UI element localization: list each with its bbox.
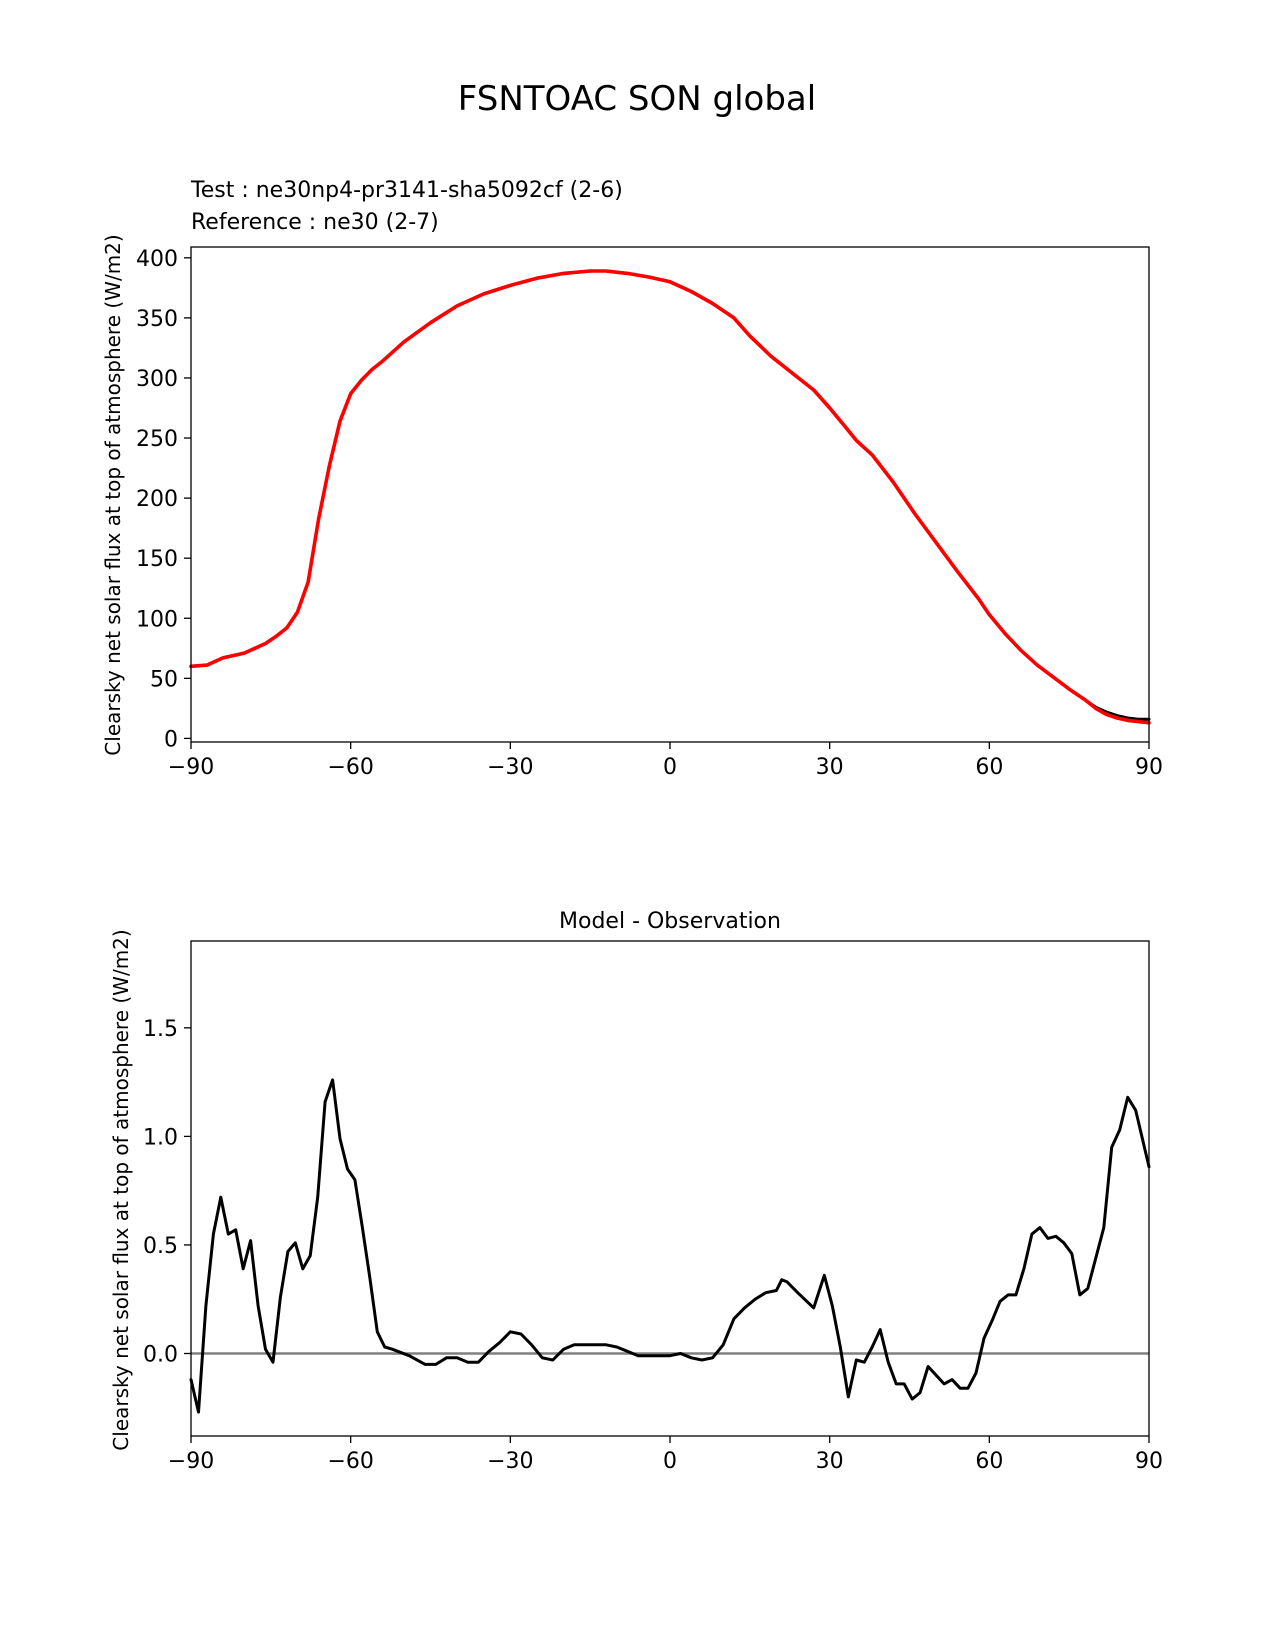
figure-suptitle: FSNTOAC SON global [458,79,816,119]
y-tick-label: 200 [136,487,178,512]
top-ylabel: Clearsky net solar flux at top of atmosp… [101,234,125,755]
x-tick-label: 30 [816,755,844,780]
top-series-layer [189,269,1151,725]
y-tick-label: 0 [164,727,178,752]
y-tick-label: 1.0 [143,1125,178,1150]
y-tick-label: 1.5 [143,1017,178,1042]
legend-reference-label: Reference : ne30 (2-7) [191,210,439,235]
x-tick-label: 90 [1135,755,1163,780]
x-tick-label: 90 [1135,1449,1163,1474]
x-tick-label: 0 [663,1449,677,1474]
x-tick-label: −30 [487,755,533,780]
y-tick-label: 0.0 [143,1343,178,1368]
legend-test-label: Test : ne30np4-pr3141-sha5092cf (2-6) [190,178,623,203]
bottom-tick-layer: −90 −60 −30 0 30 60 90 0.0 0.5 1.0 1.5 [143,1017,1163,1474]
series-line-test [189,269,1151,721]
bottom-title: Model - Observation [559,909,781,934]
y-tick-label: 400 [136,247,178,272]
x-tick-label: 0 [663,755,677,780]
x-tick-label: −60 [327,755,373,780]
x-tick-label: −90 [168,755,214,780]
x-tick-label: 60 [975,755,1003,780]
y-tick-label: 300 [136,367,178,392]
y-tick-label: 350 [136,307,178,332]
x-tick-label: 60 [975,1449,1003,1474]
y-tick-label: 0.5 [143,1234,178,1259]
bottom-panel: Model - Observation Clearsky net solar f… [109,909,1163,1474]
x-tick-label: −60 [327,1449,373,1474]
bottom-series-layer [189,1078,1151,1414]
bottom-ylabel: Clearsky net solar flux at top of atmosp… [109,929,133,1450]
y-tick-label: 50 [150,667,178,692]
series-line-model-observation [189,1078,1151,1414]
y-tick-label: 100 [136,607,178,632]
y-tick-label: 250 [136,427,178,452]
x-tick-label: −90 [168,1449,214,1474]
top-plot-frame [190,246,1150,743]
top-panel: Test : ne30np4-pr3141-sha5092cf (2-6) Re… [101,178,1163,780]
top-tick-layer: −90 −60 −30 0 30 60 90 0 50 100 150 200 250 300 350 400 [136,247,1163,780]
y-tick-label: 150 [136,547,178,572]
x-tick-label: 30 [816,1449,844,1474]
x-tick-label: −30 [487,1449,533,1474]
series-line-reference [189,269,1151,725]
bottom-plot-frame [190,940,1150,1437]
